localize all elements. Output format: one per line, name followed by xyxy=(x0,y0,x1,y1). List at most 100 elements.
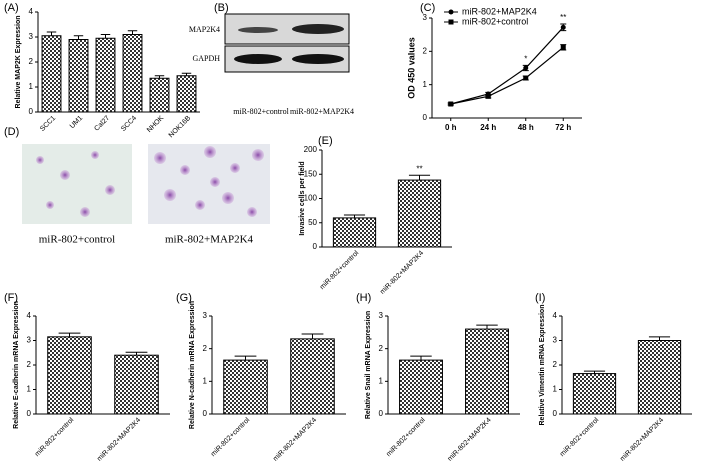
bar xyxy=(572,373,617,415)
y-tick-label: 1 xyxy=(553,385,558,394)
marker xyxy=(560,24,566,30)
bar xyxy=(223,359,268,415)
x-tick-label: miR-802+control xyxy=(319,249,361,291)
error-bar xyxy=(408,174,431,181)
bar xyxy=(41,35,62,113)
legend-label: miR-802+control xyxy=(462,16,528,26)
error-bar xyxy=(343,214,366,218)
y-tick-label: 3 xyxy=(27,336,32,345)
marker xyxy=(560,44,566,50)
bar xyxy=(122,34,143,113)
blot-band xyxy=(292,24,344,34)
y-tick-label: 100 xyxy=(304,194,318,203)
panel-label: (B) xyxy=(214,2,229,14)
marker xyxy=(523,65,529,71)
bar xyxy=(332,217,377,248)
bar xyxy=(637,340,682,415)
x-tick-label: miR-802+MAP2K4 xyxy=(96,417,142,463)
error-bar xyxy=(648,336,671,341)
blot-lane-label: miR-802+control xyxy=(233,107,289,116)
panel-label: (E) xyxy=(318,135,333,147)
bar xyxy=(397,179,442,248)
y-tick-label: 3 xyxy=(379,311,384,320)
bar xyxy=(149,77,170,113)
error-bar xyxy=(127,30,138,35)
x-tick-label: Cal27 xyxy=(93,115,111,133)
x-tick-label: miR-802+MAP2K4 xyxy=(272,417,318,463)
y-tick-label: 1 xyxy=(27,385,32,394)
x-tick-label: miR-802+control xyxy=(34,416,76,458)
error-bar xyxy=(58,332,81,337)
bar xyxy=(465,328,509,415)
panel-label: (I) xyxy=(535,292,545,304)
error-bar xyxy=(583,370,606,374)
y-tick-label: 3 xyxy=(203,311,208,320)
panel-label: (C) xyxy=(420,2,435,14)
marker xyxy=(523,75,529,81)
x-tick-label: miR-802+MAP2K4 xyxy=(447,417,493,463)
y-axis-title: Relative Vimentin mRNA Expression xyxy=(539,305,546,426)
y-tick-label: 0 xyxy=(27,409,32,418)
y-tick-label: 0 xyxy=(423,113,428,122)
x-tick-label: miR-802+control xyxy=(559,416,601,458)
error-bar xyxy=(100,34,111,39)
bar xyxy=(399,359,443,415)
annotation: ** xyxy=(560,13,566,22)
bar xyxy=(290,338,335,415)
y-tick-label: 1 xyxy=(203,376,208,385)
y-axis-title: Invasive cells per field xyxy=(299,161,306,235)
marker xyxy=(448,101,454,107)
x-tick-label: miR-802+MAP2K4 xyxy=(619,417,665,463)
x-tick-label: miR-802+control xyxy=(210,416,252,458)
legend-marker xyxy=(448,19,454,25)
error-bar xyxy=(154,75,165,79)
legend-marker xyxy=(448,9,454,15)
cells xyxy=(36,146,264,217)
y-tick-label: 200 xyxy=(304,145,318,154)
y-tick-label: 0 xyxy=(553,409,558,418)
line xyxy=(450,26,564,105)
x-tick-label: SCC4 xyxy=(120,115,138,133)
y-axis-title: OD 450 values xyxy=(406,37,416,99)
y-tick-label: 2 xyxy=(379,344,384,353)
x-tick-label: 0 h xyxy=(445,123,457,132)
panel-label: (A) xyxy=(4,2,19,14)
x-tick-label: 48 h xyxy=(518,123,534,132)
panel-label: (F) xyxy=(4,292,18,304)
y-tick-label: 3 xyxy=(29,32,34,41)
y-tick-label: 0 xyxy=(203,409,208,418)
y-tick-label: 1 xyxy=(423,80,428,89)
blot-row-label: MAP2K4 xyxy=(189,25,220,34)
y-tick-label: 3 xyxy=(423,13,428,22)
y-tick-label: 0 xyxy=(29,107,34,116)
y-axis-title: Relative N-cadherin mRNA Expression xyxy=(189,301,196,429)
blot-band xyxy=(234,54,282,64)
y-tick-label: 0 xyxy=(379,409,384,418)
x-tick-label: miR-802+MAP2K4 xyxy=(379,250,425,296)
bar xyxy=(114,354,159,415)
panel-label: (G) xyxy=(176,292,192,304)
y-tick-label: 2 xyxy=(29,57,34,66)
y-tick-label: 1 xyxy=(29,82,34,91)
micrograph-caption: miR-802+MAP2K4 xyxy=(165,234,254,246)
panel-label: (D) xyxy=(4,126,19,138)
y-tick-label: 3 xyxy=(553,336,558,345)
bar xyxy=(176,75,197,113)
legend-label: miR-802+MAP2K4 xyxy=(462,6,537,16)
y-tick-label: 4 xyxy=(27,311,32,320)
y-tick-label: 50 xyxy=(308,218,317,227)
y-tick-label: 4 xyxy=(553,311,558,320)
error-bar xyxy=(73,35,84,40)
x-tick-label: UM1 xyxy=(69,115,84,130)
y-tick-label: 2 xyxy=(27,360,32,369)
bar xyxy=(95,37,116,113)
y-axis-title: Relative E-cadherin mRNA Expression xyxy=(13,301,20,429)
x-tick-label: 24 h xyxy=(480,123,496,132)
error-bar xyxy=(234,355,257,361)
bar xyxy=(68,39,89,113)
error-bar xyxy=(181,72,192,76)
error-bar xyxy=(125,351,148,356)
y-tick-label: 1 xyxy=(379,376,384,385)
blot-band xyxy=(292,54,344,64)
